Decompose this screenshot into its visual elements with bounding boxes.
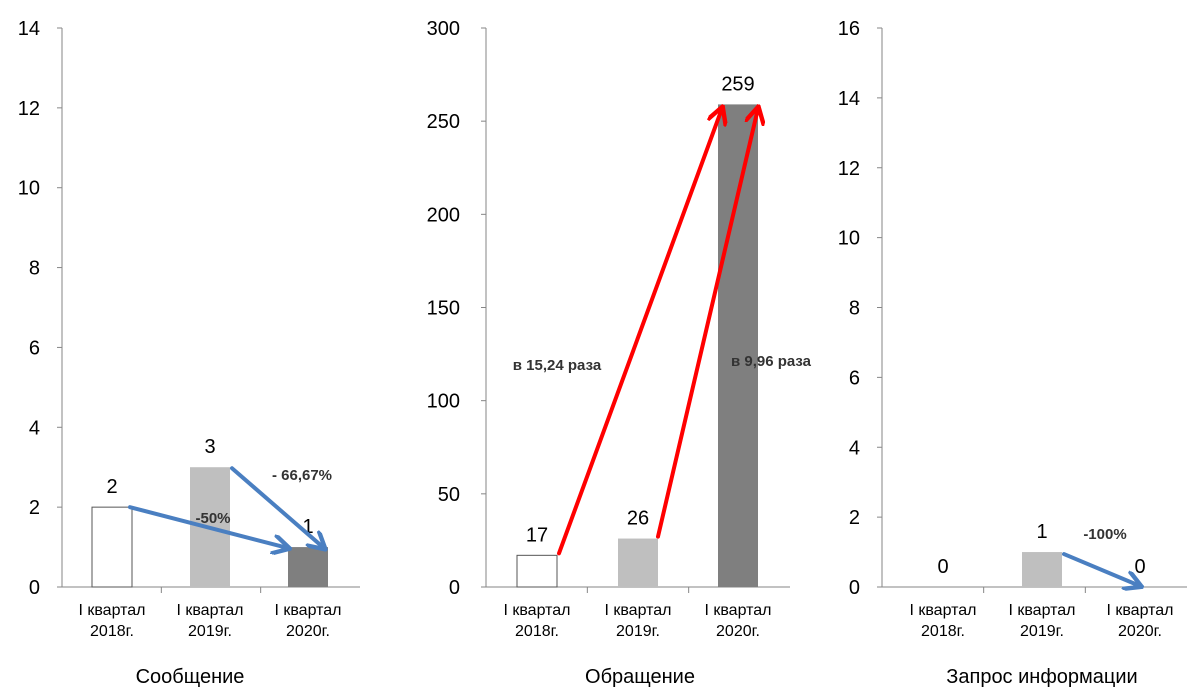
data-label: 2 (106, 476, 117, 498)
data-label: 3 (204, 436, 215, 458)
x-tick-label: 2020г. (286, 623, 330, 640)
y-tick-label: 8 (849, 298, 860, 320)
x-tick-label: I квартал (78, 602, 145, 619)
x-tick-label: 2019г. (188, 623, 232, 640)
bar (516, 554, 558, 588)
y-tick-label: 12 (18, 98, 40, 120)
change-arrow (557, 108, 722, 556)
change-annotation: в 15,24 раза (513, 357, 602, 374)
chart-3: 0 2 4 6 8 10 12 14 16 0 I квартал 2018г. 1 I квартал 2… (838, 18, 1187, 688)
change-arrow (1062, 552, 1140, 586)
bar (288, 547, 328, 587)
change-annotation: -50% (195, 510, 230, 527)
x-tick-label: I квартал (1106, 602, 1173, 619)
x-tick-label: I квартал (909, 602, 976, 619)
x-tick-label: 2020г. (716, 623, 760, 640)
y-tick-label: 10 (18, 178, 40, 200)
x-tick-label: 2019г. (1020, 623, 1064, 640)
x-tick-label: I квартал (503, 602, 570, 619)
y-tick-label: 200 (427, 204, 460, 226)
x-tick-label: 2018г. (515, 623, 559, 640)
x-tick-label: 2018г. (90, 623, 134, 640)
x-tick-label: 2019г. (616, 623, 660, 640)
y-tick-label: 4 (849, 437, 860, 459)
data-label: 259 (721, 73, 754, 95)
data-label: 0 (937, 556, 948, 578)
y-tick-label: 6 (29, 337, 40, 359)
y-tick-label: 0 (849, 577, 860, 599)
change-annotation: в 9,96 раза (731, 353, 812, 370)
y-tick-label: 0 (29, 577, 40, 599)
data-label: 26 (627, 508, 649, 530)
x-tick-label: 2020г. (1118, 623, 1162, 640)
change-arrow (128, 505, 288, 548)
y-tick-label: 10 (838, 228, 860, 250)
chart-title: Сообщение (136, 666, 245, 688)
bar (618, 538, 658, 587)
y-tick-label: 16 (838, 18, 860, 40)
y-tick-label: 14 (18, 18, 40, 40)
y-tick-label: 2 (29, 497, 40, 519)
data-label: 1 (302, 516, 313, 538)
data-label: 0 (1134, 556, 1145, 578)
data-label: 1 (1036, 521, 1047, 543)
y-tick-label: 150 (427, 298, 460, 320)
change-arrow (230, 466, 324, 548)
x-tick-label: I квартал (604, 602, 671, 619)
chart-1: 0 2 4 6 8 10 12 14 2 I квартал 2018г. 3 I квартал 201… (18, 18, 360, 688)
y-tick-label: 250 (427, 111, 460, 133)
y-tick-label: 2 (849, 507, 860, 529)
y-tick-label: 100 (427, 391, 460, 413)
chart-title: Запрос информации (946, 666, 1137, 688)
chart-2: 0 50 100 150 200 250 300 17 I квартал 2018г. 26 I к… (427, 18, 812, 688)
change-annotation: - 66,67% (272, 467, 332, 484)
y-tick-label: 4 (29, 417, 40, 439)
bar (91, 506, 133, 588)
x-tick-label: 2018г. (921, 623, 965, 640)
x-tick-label: I квартал (704, 602, 771, 619)
x-tick-label: I квартал (274, 602, 341, 619)
chart-title: Обращение (585, 666, 695, 688)
y-tick-label: 300 (427, 18, 460, 40)
y-tick-label: 14 (838, 88, 860, 110)
y-tick-label: 6 (849, 367, 860, 389)
x-tick-label: I квартал (1008, 602, 1075, 619)
bar (1022, 552, 1062, 587)
y-tick-label: 0 (449, 577, 460, 599)
change-annotation: -100% (1083, 526, 1126, 543)
y-tick-label: 8 (29, 258, 40, 280)
data-label: 17 (526, 524, 548, 546)
bar (718, 104, 758, 587)
y-tick-label: 12 (838, 158, 860, 180)
x-tick-label: I квартал (176, 602, 243, 619)
change-arrow (656, 108, 758, 539)
y-tick-label: 50 (438, 484, 460, 506)
